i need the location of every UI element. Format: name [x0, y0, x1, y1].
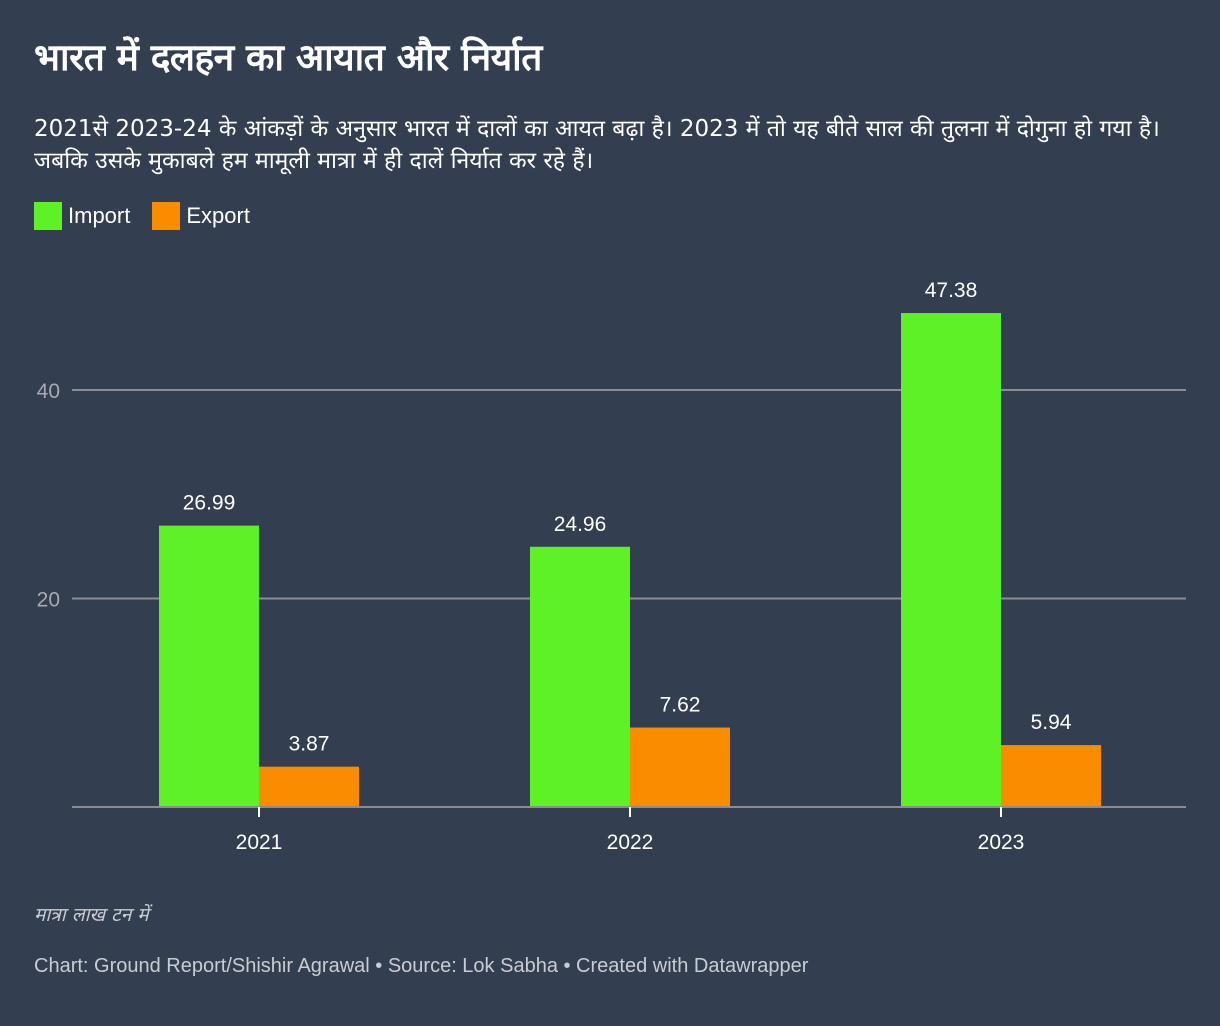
- bar-import-2022: [530, 546, 630, 807]
- data-label-import-2022: 24.96: [554, 513, 607, 536]
- data-label-export-2021: 3.87: [289, 733, 330, 756]
- bar-import-2021: [159, 525, 259, 807]
- chart-title: भारत में दलहन का आयात और निर्यात: [34, 36, 542, 79]
- bar-export-2022: [630, 727, 730, 807]
- bar-import-2023: [901, 313, 1001, 807]
- data-label-export-2023: 5.94: [1031, 711, 1072, 734]
- data-label-export-2022: 7.62: [660, 694, 701, 717]
- legend-swatch-export: [152, 202, 181, 230]
- y-tick-label-20: 20: [37, 589, 60, 612]
- bars: [159, 313, 1101, 807]
- legend-label-export: Export: [186, 203, 250, 228]
- x-tick-label-2023: 2023: [978, 831, 1025, 854]
- x-tick-label-2021: 2021: [236, 831, 283, 854]
- legend-swatch-import: [34, 202, 62, 230]
- chart-footer: Chart: Ground Report/Shishir Agrawal • S…: [34, 955, 809, 977]
- legend-item-import: Import: [34, 202, 130, 230]
- x-axis: 2021 2022 2023: [72, 806, 1186, 854]
- data-label-import-2023: 47.38: [925, 279, 978, 302]
- chart-description: 2021से 2023-24 के आंकड़ों के अनुसार भारत…: [34, 116, 1160, 174]
- bar-export-2021: [259, 766, 359, 807]
- data-label-import-2021: 26.99: [183, 492, 236, 515]
- bar-export-2023: [1001, 745, 1101, 807]
- chart-notes: मात्रा लाख टन में: [34, 904, 149, 926]
- legend-item-export: Export: [152, 202, 250, 230]
- y-tick-label-40: 40: [37, 380, 60, 403]
- legend: Import Export: [34, 202, 250, 230]
- data-labels: 26.99 3.87 24.96 7.62 47.38 5.94: [183, 279, 1072, 756]
- x-tick-label-2022: 2022: [607, 831, 654, 854]
- legend-label-import: Import: [68, 203, 131, 228]
